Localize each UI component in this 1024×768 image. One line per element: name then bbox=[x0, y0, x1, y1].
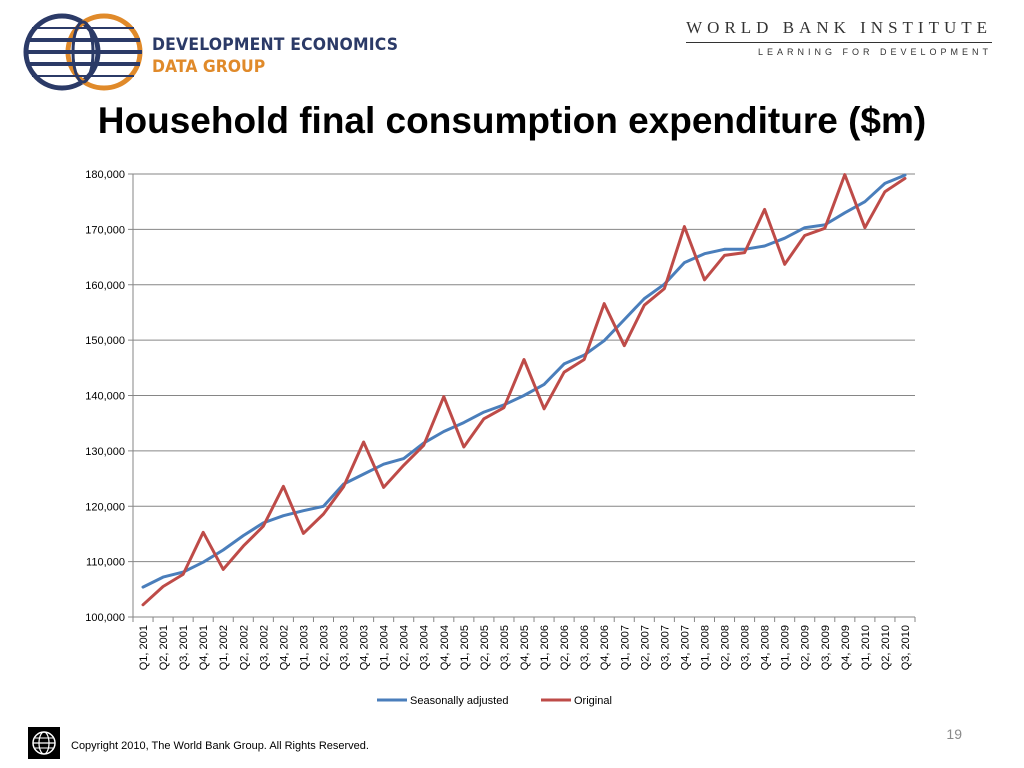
x-tick-label: Q2, 2007 bbox=[639, 625, 651, 670]
x-tick-label: Q2, 2005 bbox=[479, 625, 491, 670]
x-tick-label: Q4, 2009 bbox=[840, 625, 852, 670]
legend-original-label: Original bbox=[574, 695, 612, 707]
x-tick-label: Q4, 2003 bbox=[359, 625, 371, 670]
x-tick-label: Q3, 2008 bbox=[740, 625, 752, 670]
series-line-original bbox=[141, 173, 907, 607]
x-tick-label: Q4, 2002 bbox=[278, 625, 290, 670]
x-tick-label: Q3, 2003 bbox=[339, 625, 351, 670]
x-tick-label: Q1, 2010 bbox=[860, 625, 872, 670]
x-tick-label: Q2, 2009 bbox=[800, 625, 812, 670]
y-tick-label: 120,000 bbox=[85, 501, 125, 513]
x-tick-label: Q3, 2010 bbox=[900, 625, 912, 670]
x-tick-label: Q4, 2008 bbox=[760, 625, 772, 670]
x-tick-label: Q1, 2002 bbox=[218, 625, 230, 670]
institute-tagline: LEARNING FOR DEVELOPMENT bbox=[757, 47, 992, 57]
x-tick-label: Q1, 2001 bbox=[138, 625, 150, 670]
y-tick-label: 130,000 bbox=[85, 446, 125, 458]
x-tick-label: Q2, 2006 bbox=[559, 625, 571, 670]
y-tick-label: 110,000 bbox=[86, 557, 125, 569]
x-tick-label: Q2, 2010 bbox=[880, 625, 892, 670]
x-tick-label: Q3, 2009 bbox=[820, 625, 832, 670]
y-tick-label: 160,000 bbox=[85, 280, 125, 292]
y-tick-label: 170,000 bbox=[85, 224, 125, 236]
x-tick-label: Q1, 2007 bbox=[619, 625, 631, 670]
copyright-text: Copyright 2010, The World Bank Group. Al… bbox=[71, 740, 369, 752]
x-tick-label: Q3, 2005 bbox=[499, 625, 511, 670]
x-tick-label: Q1, 2009 bbox=[780, 625, 792, 670]
x-tick-label: Q3, 2004 bbox=[419, 625, 431, 670]
y-tick-label: 100,000 bbox=[85, 612, 125, 624]
page-number: 19 bbox=[946, 726, 962, 742]
series-line-seasonally-adjusted bbox=[141, 173, 907, 589]
x-tick-label: Q2, 2002 bbox=[238, 625, 250, 670]
x-tick-label: Q4, 2006 bbox=[599, 625, 611, 670]
globe-logo-icon bbox=[23, 13, 143, 91]
x-tick-label: Q4, 2004 bbox=[439, 625, 451, 670]
x-tick-label: Q3, 2001 bbox=[178, 625, 190, 670]
x-tick-label: Q1, 2006 bbox=[539, 625, 551, 670]
x-tick-label: Q2, 2004 bbox=[399, 625, 411, 670]
logo-line-2: DATA GROUP bbox=[152, 57, 266, 77]
legend-seasonally-adjusted-label: Seasonally adjusted bbox=[410, 695, 508, 707]
x-tick-label: Q1, 2005 bbox=[459, 625, 471, 670]
x-tick-label: Q3, 2006 bbox=[579, 625, 591, 670]
x-tick-label: Q4, 2005 bbox=[519, 625, 531, 670]
world-bank-institute-logo: WORLD BANK INSTITUTE LEARNING FOR DEVELO… bbox=[686, 18, 992, 57]
x-tick-label: Q2, 2001 bbox=[158, 625, 170, 670]
world-bank-footer-icon bbox=[28, 727, 60, 759]
development-economics-logo: DEVELOPMENT ECONOMICS DATA GROUP bbox=[22, 12, 398, 92]
x-tick-label: Q4, 2001 bbox=[198, 625, 210, 670]
institute-name: WORLD BANK INSTITUTE bbox=[686, 18, 992, 43]
x-tick-label: Q1, 2003 bbox=[298, 625, 310, 670]
chart-title: Household final consumption expenditure … bbox=[97, 100, 927, 141]
logo-line-1: DEVELOPMENT ECONOMICS bbox=[152, 35, 399, 55]
x-tick-label: Q2, 2003 bbox=[318, 625, 330, 670]
y-tick-label: 180,000 bbox=[85, 169, 125, 181]
x-tick-label: Q3, 2002 bbox=[258, 625, 270, 670]
x-tick-label: Q2, 2008 bbox=[720, 625, 732, 670]
x-tick-label: Q4, 2007 bbox=[679, 625, 691, 670]
y-tick-label: 150,000 bbox=[85, 335, 125, 347]
x-tick-label: Q1, 2004 bbox=[379, 625, 391, 670]
x-tick-label: Q1, 2008 bbox=[699, 625, 711, 670]
x-tick-label: Q3, 2007 bbox=[659, 625, 671, 670]
y-tick-label: 140,000 bbox=[85, 391, 125, 403]
